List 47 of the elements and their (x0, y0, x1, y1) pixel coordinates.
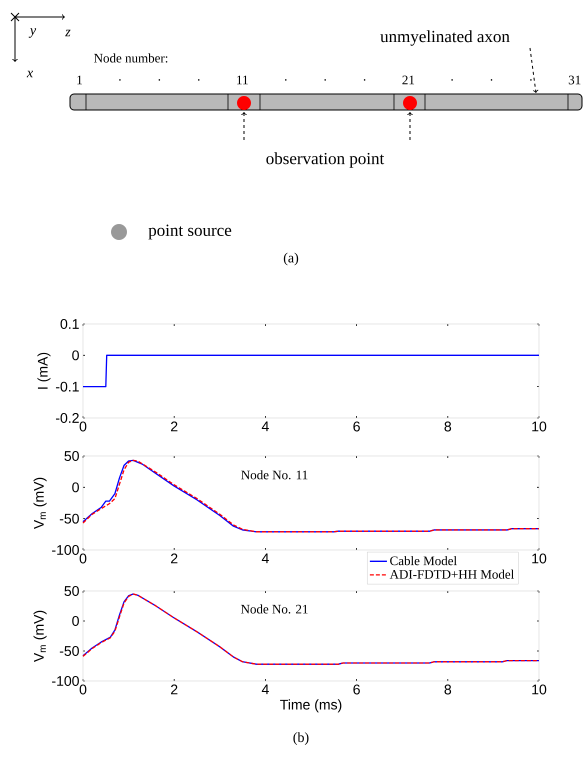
x-tick-label: 10 (532, 554, 546, 564)
y-tick-label: -50 (60, 646, 79, 656)
text: (b) (293, 732, 309, 745)
x-tick-label: 6 (353, 684, 360, 694)
text: unmyelinated axon (380, 30, 510, 46)
y-tick-label: -100 (52, 545, 79, 555)
y-tick-label: 0 (72, 482, 79, 492)
x-tick-label: 4 (262, 684, 269, 694)
annotation: Node No. 11 (241, 470, 308, 480)
y-tick-label: -0.1 (56, 382, 79, 392)
y-tick-label: 0.1 (60, 319, 79, 329)
x-tick-label: 4 (262, 554, 269, 564)
y-tick-label: -50 (60, 514, 79, 524)
y-tick-label: 0 (72, 616, 79, 626)
y-axis-title: I (mA) (37, 352, 50, 389)
y-axis-title: V$_{m}$ (mV) (34, 610, 47, 662)
x-tick-label: 2 (171, 422, 178, 432)
x-tick-label: 4 (262, 422, 269, 432)
x-tick-label: 2 (171, 554, 178, 564)
x-tick-label: 8 (444, 422, 452, 432)
text: point source (148, 224, 232, 240)
text: Node number: (94, 53, 168, 63)
y-tick-label: -100 (52, 676, 79, 686)
x-tick-label: 10 (532, 422, 546, 432)
x-tick-label: 0 (80, 554, 86, 564)
x-tick-label: 2 (171, 684, 178, 694)
text: observation point (266, 152, 384, 168)
text: x (26, 70, 34, 78)
text: y (28, 28, 36, 38)
x-tick-label: 0 (80, 684, 86, 694)
x-tick-label: 0 (80, 422, 86, 432)
legend-label: ADI-FDTD+HH Model (390, 570, 514, 579)
annotation: Node No. 21 (240, 604, 308, 614)
y-tick-label: 50 (64, 586, 79, 596)
x-axis-title: Time (ms) (280, 699, 342, 712)
text: (a) (284, 252, 298, 266)
y-tick-label: -0.2 (56, 413, 79, 423)
y-axis-title: V$_{m}$ (mV) (34, 478, 47, 530)
line-series (82, 593, 540, 665)
x-tick-label: 10 (532, 684, 546, 694)
y-tick-label: 50 (64, 451, 79, 461)
x-tick-label: 8 (444, 684, 452, 694)
x-tick-label: 6 (353, 422, 360, 432)
text: z (65, 30, 71, 36)
text: 1 · · · 11 · · · 21 · · · 31 (77, 76, 580, 84)
y-tick-label: 0 (72, 350, 79, 360)
legend-label: Cable Model (390, 556, 457, 566)
